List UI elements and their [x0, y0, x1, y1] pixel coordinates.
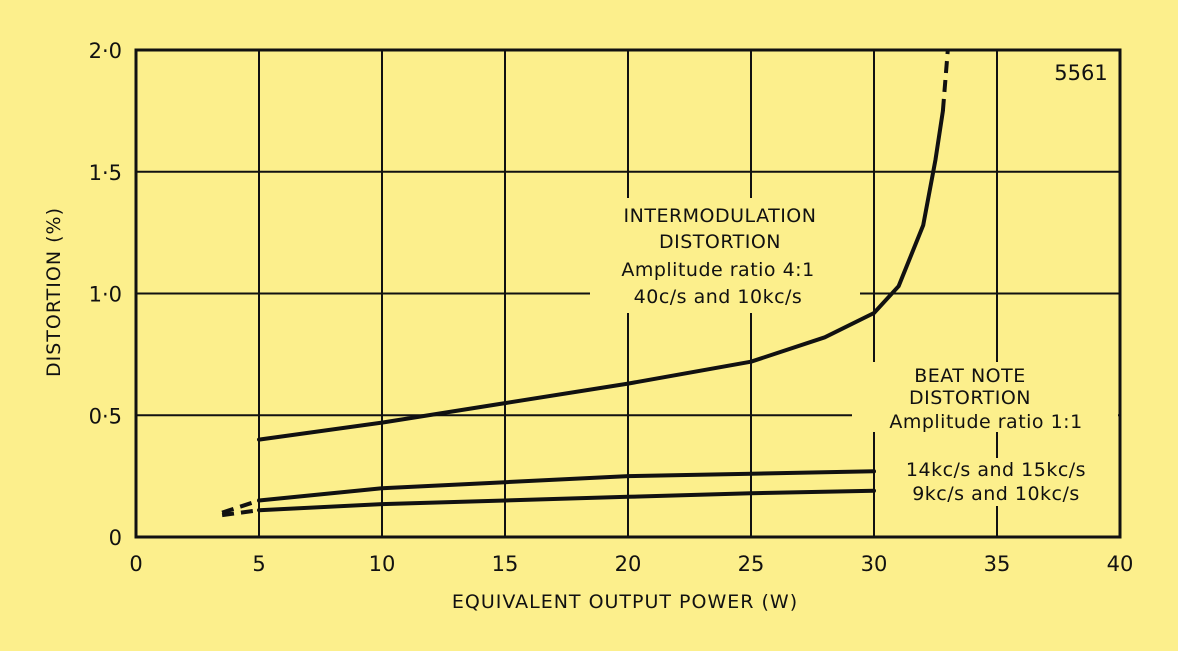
- beat-label-line-3: Amplitude ratio 1:1: [889, 411, 1082, 433]
- figure-number: 5561: [1054, 61, 1107, 85]
- series-2-line: [257, 488, 876, 513]
- y-axis-label: DISTORTION (%): [43, 207, 65, 377]
- x-tick-label: 20: [615, 552, 642, 576]
- beat-label-line-1: BEAT NOTE: [914, 365, 1026, 387]
- intermodulation-annotation: INTERMODULATION DISTORTION Amplitude rat…: [590, 198, 860, 313]
- series-lines: [221, 49, 950, 518]
- x-tick-label: 35: [984, 552, 1011, 576]
- intermod-label-line-4: 40c/s and 10kc/s: [634, 286, 803, 308]
- series-0-dashed-extension: [940, 49, 950, 112]
- series-14-15kcs-label: 14kc/s and 15kc/s: [906, 459, 1086, 481]
- x-axis-label: EQUIVALENT OUTPUT POWER (W): [452, 591, 798, 613]
- intermod-label-line-1: INTERMODULATION: [624, 205, 817, 227]
- x-tick-label: 30: [861, 552, 888, 576]
- series-2-dashed-extension: [221, 508, 260, 518]
- beat-note-annotation: BEAT NOTE DISTORTION Amplitude ratio 1:1…: [852, 362, 1118, 506]
- plot-frame: [134, 48, 1122, 539]
- y-tick-label: 2·0: [89, 39, 122, 63]
- x-tick-label: 10: [369, 552, 396, 576]
- intermod-label-line-2: DISTORTION: [659, 231, 781, 253]
- series-0-line: [257, 108, 945, 442]
- y-tick-labels: 0 0·5 1·0 1·5 2·0: [89, 39, 122, 550]
- x-tick-label: 15: [492, 552, 519, 576]
- x-tick-label: 25: [738, 552, 765, 576]
- beat-label-line-2: DISTORTION: [909, 387, 1031, 409]
- series-9-10kcs-label: 9kc/s and 10kc/s: [912, 483, 1080, 505]
- x-tick-label: 5: [252, 552, 265, 576]
- y-tick-label: 0·5: [89, 404, 122, 428]
- series-1-dashed-extension: [221, 498, 260, 515]
- y-tick-label: 0: [109, 526, 122, 550]
- x-tick-label: 0: [129, 552, 142, 576]
- series-1-line: [257, 469, 876, 503]
- x-tick-label: 40: [1107, 552, 1134, 576]
- y-tick-label: 1·0: [89, 283, 122, 307]
- x-tick-labels: 0 5 10 15 20 25 30 35 40: [129, 552, 1133, 576]
- intermod-label-line-3: Amplitude ratio 4:1: [621, 259, 814, 281]
- y-tick-label: 1·5: [89, 161, 122, 185]
